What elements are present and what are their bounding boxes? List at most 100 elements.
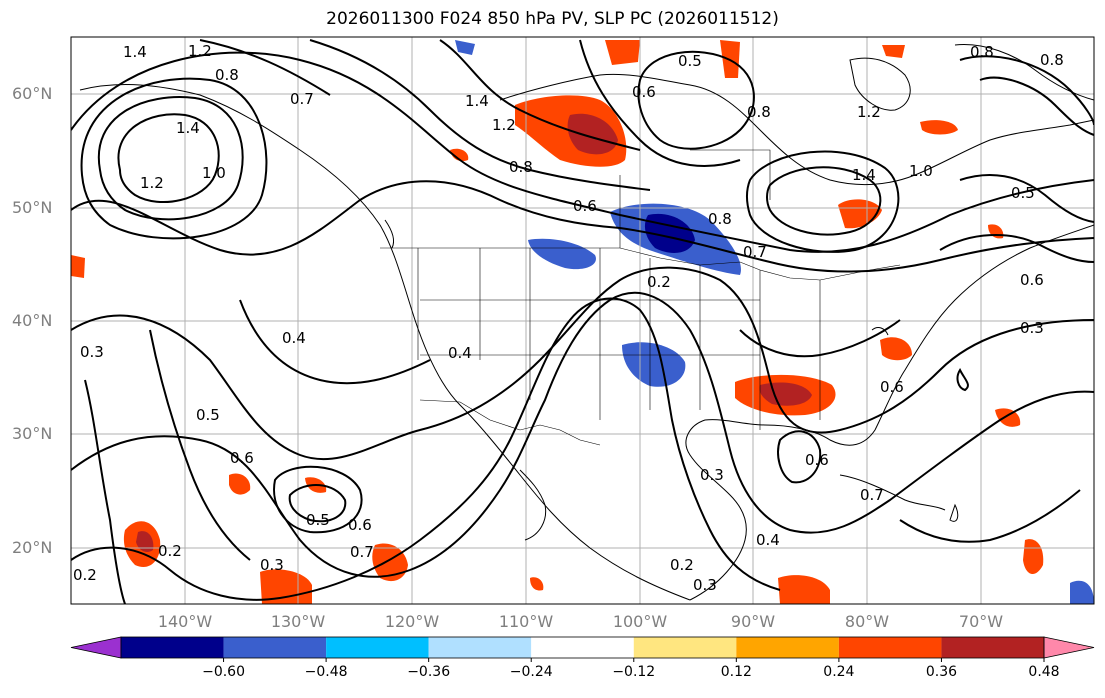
latitude-labels: 60°N 50°N 40°N 30°N 20°N [12, 84, 52, 557]
colorbar-segment [428, 637, 532, 658]
colorbar-segment [941, 637, 1044, 658]
lat-label: 60°N [12, 84, 52, 103]
positive-anomaly [136, 531, 154, 553]
contour-label: 0.8 [970, 43, 994, 61]
colorbar-outline [120, 636, 1045, 659]
lon-label: 70°W [959, 612, 1003, 631]
positive-anomaly [567, 113, 618, 155]
contour-label: 0.4 [282, 329, 306, 347]
colorbar-tick-label: 0.12 [721, 664, 752, 680]
contour-label: 0.3 [1020, 319, 1044, 337]
colorbar-tick-label: −0.12 [612, 664, 655, 680]
contour-label: 0.6 [880, 378, 904, 396]
contour-label: 1.2 [492, 116, 516, 134]
positive-anomaly [882, 45, 905, 58]
colorbar-segment [223, 637, 327, 658]
colorbar-tick-label: −0.24 [510, 664, 553, 680]
negative-anomaly [528, 238, 596, 270]
contour-label: 1.4 [176, 119, 200, 137]
map-title: 2026011300 F024 850 hPa PV, SLP PC (2026… [326, 9, 779, 29]
contour-label: 0.2 [158, 542, 182, 560]
contour-label: 1.0 [202, 164, 226, 182]
negative-anomaly [622, 342, 686, 387]
lon-label: 110°W [499, 612, 554, 631]
colorbar-segment [121, 637, 224, 658]
contour-label: 0.8 [708, 210, 732, 228]
contour-label: 0.6 [230, 449, 254, 467]
negative-anomaly [1070, 580, 1094, 604]
colorbar-segment [531, 637, 634, 658]
lat-label: 30°N [12, 424, 52, 443]
contour-label: 1.4 [852, 166, 876, 184]
colorbar-tick-label: 0.36 [926, 664, 957, 680]
contour-label: 0.6 [632, 83, 656, 101]
contour-label: 0.8 [509, 158, 533, 176]
graticule [71, 37, 1094, 604]
colorbar-tick-label: 0.24 [823, 664, 854, 680]
contour-label: 1.2 [857, 103, 881, 121]
lon-label: 80°W [845, 612, 889, 631]
contour-label: 0.3 [693, 576, 717, 594]
contour-label: 0.2 [647, 273, 671, 291]
colorbar-segment [633, 637, 737, 658]
contour-label: 0.5 [306, 511, 330, 529]
lat-label: 20°N [12, 538, 52, 557]
colorbar: −0.60 −0.48 −0.36 −0.24 −0.12 0.12 0.24 0.36 0.4… [70, 636, 1095, 680]
negative-anomaly [455, 40, 475, 55]
contour-label: 0.3 [260, 556, 284, 574]
positive-anomaly [450, 148, 469, 162]
lon-label: 100°W [613, 612, 668, 631]
positive-anomaly [71, 255, 85, 278]
colorbar-tick-label: 0.48 [1028, 664, 1059, 680]
positive-anomaly [229, 473, 251, 495]
contour-label: 0.6 [573, 197, 597, 215]
contour-label: 0.3 [80, 343, 104, 361]
colorbar-tick-label: −0.36 [407, 664, 450, 680]
contour-labels: 1.4 1.2 1.4 1.2 1.0 0.8 0.7 0.5 0.6 0.8 … [73, 42, 1064, 594]
positive-anomaly [530, 577, 544, 591]
contour-label: 0.2 [73, 566, 97, 584]
lat-label: 50°N [12, 198, 52, 217]
contour-label: 1.0 [909, 162, 933, 180]
slp-contours [71, 39, 1094, 604]
contour-label: 0.8 [1040, 51, 1064, 69]
borders [380, 149, 901, 446]
colorbar-segment [326, 637, 429, 658]
lon-label: 120°W [385, 612, 440, 631]
map-frame [70, 36, 1095, 605]
lon-label: 140°W [158, 612, 213, 631]
colorbar-extend-min [70, 636, 122, 659]
contour-label: 0.6 [348, 516, 372, 534]
positive-anomaly [372, 543, 408, 582]
contour-label: 0.7 [350, 543, 374, 561]
contour-label: 0.5 [1011, 184, 1035, 202]
lon-label: 90°W [731, 612, 775, 631]
contour-label: 0.6 [805, 451, 829, 469]
contour-label: 1.2 [140, 174, 164, 192]
contour-label: 0.5 [196, 406, 220, 424]
colorbar-tick-label: −0.60 [202, 664, 245, 680]
contour-label: 0.4 [756, 531, 780, 549]
contour-label: 0.4 [448, 344, 472, 362]
colorbar-segment [838, 637, 942, 658]
positive-anomaly [880, 337, 912, 361]
contour-label: 0.8 [747, 103, 771, 121]
positive-anomaly [920, 120, 958, 135]
contour-label: 0.2 [670, 556, 694, 574]
colorbar-segment [736, 637, 839, 658]
contour-label: 1.4 [465, 92, 489, 110]
contour-label: 0.7 [860, 486, 884, 504]
contour-label: 0.5 [678, 52, 702, 70]
colorbar-tick-label: −0.48 [305, 664, 348, 680]
colorbar-extend-max [1043, 636, 1095, 659]
longitude-labels: 140°W 130°W 120°W 110°W 100°W 90°W 80°W … [158, 612, 1003, 631]
contour-label: 1.2 [188, 42, 212, 60]
contour-label: 0.7 [743, 243, 767, 261]
contour-label: 0.8 [215, 66, 239, 84]
positive-anomaly [605, 40, 640, 65]
contour-label: 0.3 [700, 466, 724, 484]
positive-anomaly [778, 575, 830, 604]
contour-label: 0.7 [290, 90, 314, 108]
contour-label: 1.4 [123, 43, 147, 61]
